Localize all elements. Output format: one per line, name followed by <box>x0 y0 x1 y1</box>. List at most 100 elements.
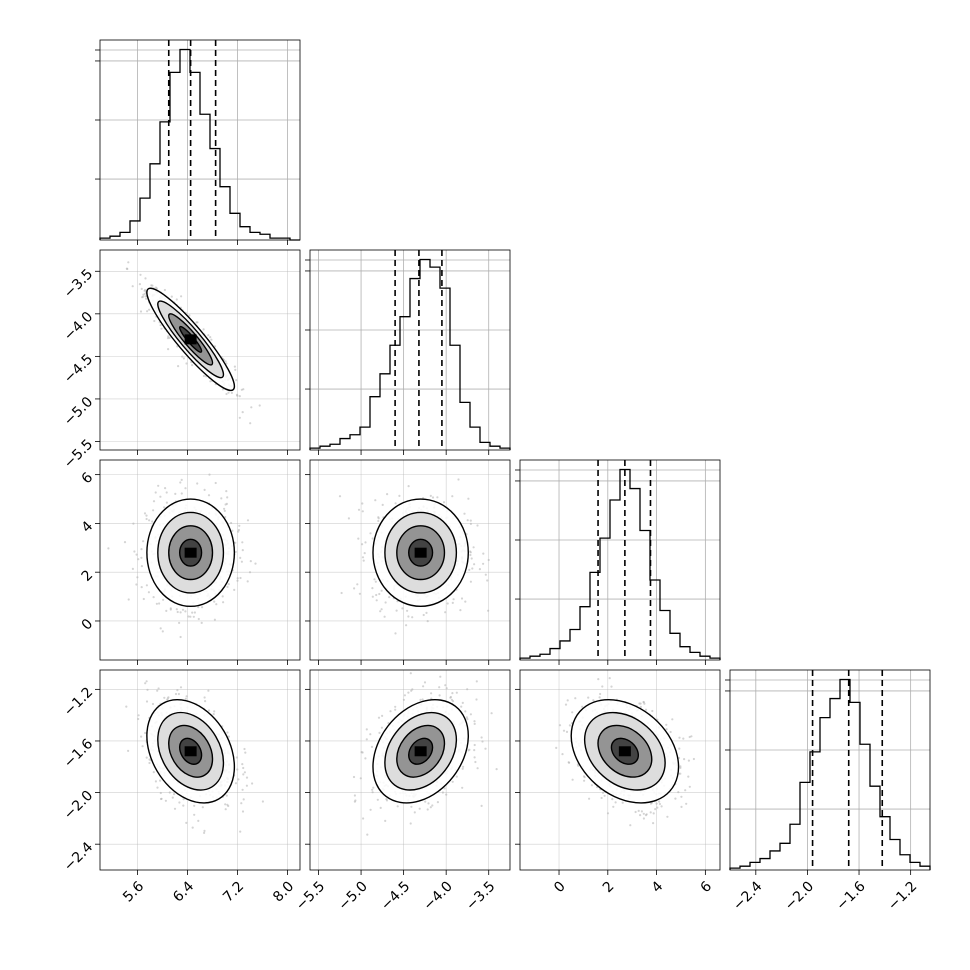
sample-point <box>644 814 648 817</box>
sample-point <box>221 595 224 598</box>
sample-point <box>237 778 240 781</box>
sample-point <box>469 713 472 716</box>
sample-point <box>212 713 215 716</box>
sample-point <box>178 801 181 804</box>
sample-point <box>374 499 377 502</box>
sample-point <box>409 822 412 825</box>
sample-point <box>179 481 182 484</box>
sample-point <box>621 801 624 804</box>
sample-point <box>127 749 130 753</box>
sample-point <box>611 798 614 801</box>
sample-point <box>384 601 387 604</box>
sample-point <box>369 808 372 811</box>
sample-point <box>207 334 210 337</box>
sample-point <box>634 810 637 814</box>
sample-point <box>469 580 472 583</box>
density-peak <box>414 746 427 757</box>
sample-point <box>451 495 454 498</box>
sample-point <box>145 680 148 683</box>
sample-point <box>159 779 162 782</box>
sample-point <box>191 826 194 829</box>
sample-point <box>651 709 654 713</box>
sample-point <box>261 800 264 803</box>
sample-point <box>242 766 245 770</box>
sample-point <box>165 501 168 504</box>
sample-point <box>388 596 391 599</box>
sample-point <box>236 579 239 582</box>
sample-point <box>377 716 381 719</box>
sample-point <box>381 503 384 506</box>
sample-point <box>461 701 464 705</box>
sample-point <box>143 512 147 515</box>
y-tick-label: 2 <box>79 567 97 585</box>
sample-point <box>665 723 668 726</box>
sample-point <box>155 602 158 605</box>
sample-point <box>427 802 430 805</box>
sample-point <box>431 496 435 499</box>
sample-point <box>469 550 472 553</box>
sample-point <box>487 609 490 612</box>
x-tick-label: 7.2 <box>220 878 247 905</box>
sample-point <box>601 685 604 688</box>
sample-point <box>468 568 471 572</box>
sample-point <box>473 563 476 566</box>
sample-point <box>449 695 452 699</box>
sample-point <box>254 562 257 565</box>
density-peak <box>184 746 197 757</box>
sample-point <box>242 773 245 776</box>
sample-point <box>225 502 228 505</box>
sample-point <box>469 522 472 526</box>
sample-point <box>678 736 681 739</box>
y-tick-label: 4 <box>79 518 97 536</box>
sample-point <box>444 684 447 687</box>
sample-point <box>340 591 343 595</box>
sample-point <box>154 286 157 289</box>
sample-point <box>424 800 427 803</box>
sample-point <box>164 799 167 802</box>
sample-point <box>241 541 244 544</box>
sample-point <box>674 797 677 800</box>
sample-point <box>682 737 685 740</box>
sample-point <box>482 562 485 565</box>
sample-point <box>249 560 252 563</box>
sample-point <box>241 810 245 813</box>
sample-point <box>226 496 229 499</box>
panel-frame-2-1 <box>309 459 511 661</box>
sample-point <box>145 700 149 703</box>
sample-point <box>374 580 377 583</box>
sample-point <box>169 607 172 610</box>
sample-point <box>202 374 205 378</box>
sample-point <box>132 522 135 525</box>
sample-point <box>430 692 433 695</box>
x-tick-label: 5.6 <box>120 878 147 905</box>
sample-point <box>436 801 439 804</box>
sample-point <box>678 747 681 750</box>
sample-point <box>159 797 163 801</box>
panel-frame-0-0 <box>99 39 301 241</box>
sample-point <box>196 321 199 324</box>
sample-point <box>222 601 225 604</box>
sample-point <box>125 267 128 270</box>
histogram-3 <box>729 678 931 870</box>
sample-point <box>364 757 367 760</box>
sample-point <box>184 610 187 613</box>
sample-point <box>418 807 421 810</box>
sample-point <box>439 675 442 678</box>
panel-2d-3-1 <box>310 670 510 870</box>
sample-point <box>371 788 374 791</box>
sample-point <box>180 478 183 481</box>
sample-point <box>249 422 252 425</box>
sample-point <box>243 747 246 751</box>
sample-point <box>484 747 487 750</box>
sample-point <box>472 546 475 549</box>
sample-point <box>460 705 463 708</box>
sample-point <box>141 745 144 748</box>
sample-point <box>223 507 226 510</box>
sample-point <box>347 517 350 520</box>
sample-point <box>139 273 142 276</box>
sample-point <box>644 708 648 711</box>
sample-point <box>185 695 188 698</box>
sample-point <box>446 602 449 605</box>
sample-point <box>684 789 687 792</box>
